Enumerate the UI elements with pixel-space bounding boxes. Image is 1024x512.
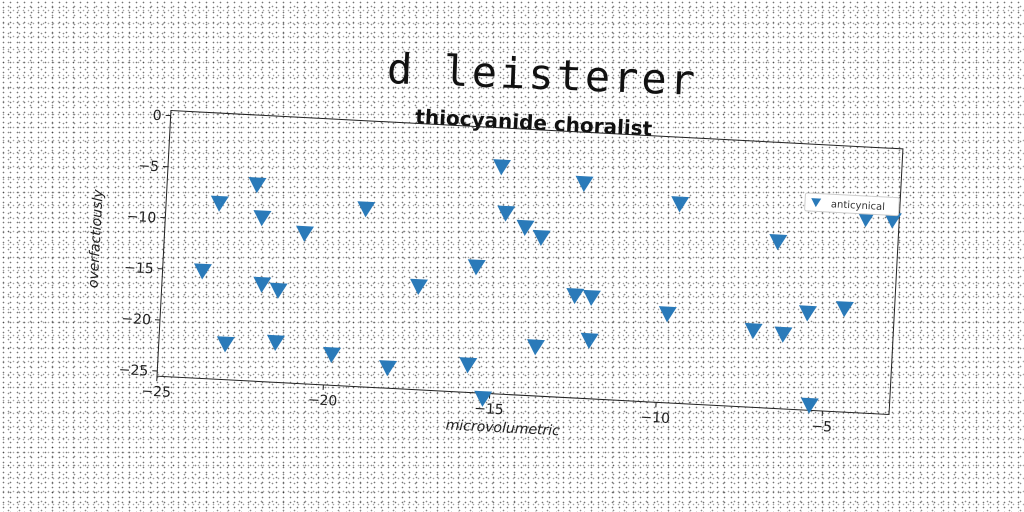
data-point (769, 234, 788, 251)
data-point (532, 229, 551, 247)
data-point (671, 196, 690, 213)
data-point (410, 278, 428, 295)
data-point (493, 159, 511, 176)
data-point (883, 212, 902, 229)
x-tick-label: −25 (141, 383, 171, 401)
data-point (516, 219, 535, 236)
data-point (467, 259, 486, 276)
data-point (800, 397, 819, 414)
data-point (497, 205, 516, 222)
x-tick-label: −15 (474, 401, 504, 419)
data-point (357, 201, 376, 218)
data-point (566, 287, 585, 305)
x-tick-label: −10 (640, 410, 670, 428)
data-point (248, 177, 267, 194)
data-point (266, 334, 285, 351)
data-point (296, 225, 314, 242)
data-point (269, 282, 288, 299)
data-point (835, 301, 854, 318)
x-tick-label: −5 (811, 418, 832, 435)
y-tick-label: 0 (152, 108, 162, 124)
data-point (210, 195, 229, 212)
data-point (580, 332, 599, 349)
legend-label: anticynical (831, 199, 886, 213)
legend-box (804, 192, 900, 217)
y-tick-label: −20 (121, 311, 151, 329)
data-point (253, 210, 272, 227)
y-tick-label: −10 (126, 209, 156, 227)
data-point (774, 326, 793, 343)
axis-ticks: −25 −20 −15 −10 −5 0 −5 −10 −15 −20 −25 (118, 108, 832, 436)
data-point (253, 276, 272, 293)
data-point (216, 336, 235, 353)
y-tick-label: −15 (124, 260, 154, 278)
x-axis-label: microvolumetric (445, 417, 560, 439)
y-axis-label: overfactiously (86, 188, 107, 288)
data-point (193, 263, 212, 280)
data-point (744, 322, 763, 340)
data-point (379, 360, 398, 377)
data-point (798, 305, 817, 322)
x-tick-label: −20 (307, 392, 337, 410)
y-tick-label: −25 (118, 362, 148, 380)
data-point (526, 339, 545, 356)
legend-marker (811, 198, 822, 208)
data-point (575, 175, 594, 192)
data-point (658, 306, 677, 323)
data-point (459, 357, 478, 374)
y-tick-label: −5 (138, 158, 159, 175)
chart-title: thiocyanide choralist (415, 104, 653, 140)
plot-frame (156, 110, 904, 416)
data-points (193, 159, 902, 414)
legend: anticynical (804, 192, 900, 217)
plot-area: thiocyanide choralist −25 −20 −15 −10 −50−5−… (86, 104, 904, 439)
data-point (323, 346, 342, 364)
data-point (474, 390, 493, 407)
data-point (582, 289, 601, 307)
data-point (857, 211, 876, 228)
